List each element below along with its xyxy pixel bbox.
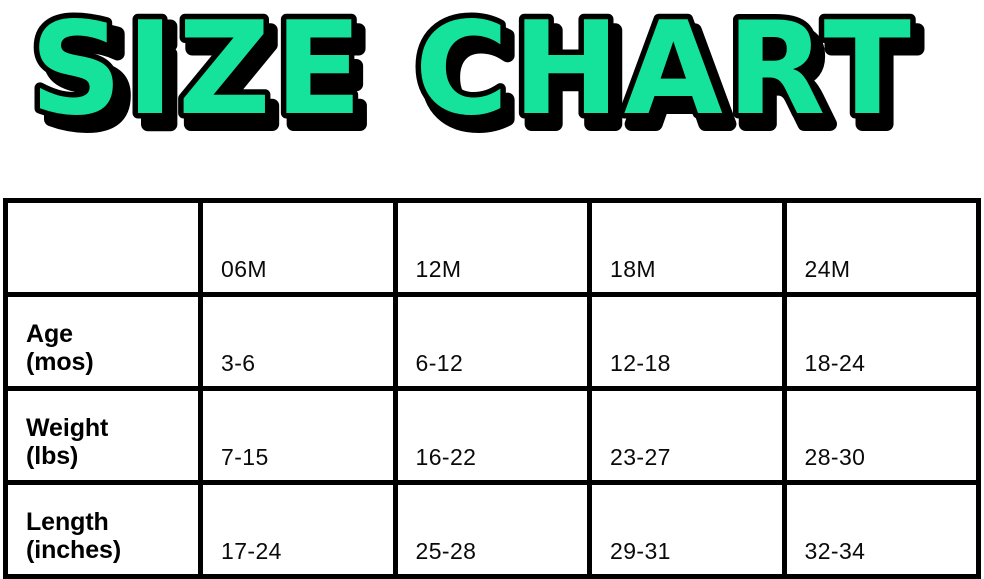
cell-age-24m: 18-24: [781, 292, 981, 391]
row-header-name: Age: [26, 320, 73, 348]
cell-value: 29-31: [610, 538, 671, 564]
column-header-24m: 24M: [781, 198, 981, 297]
page-title: SiZE CHART SIZE CHART: [0, 0, 984, 150]
cell-length-18m: 29-31: [587, 480, 787, 579]
column-header-label: 18M: [610, 256, 656, 282]
cell-value: 18-24: [804, 350, 866, 376]
row-header-name: Weight: [26, 414, 109, 442]
column-header-label: 24M: [804, 256, 851, 282]
corner-cell: [3, 198, 203, 297]
column-header-12m: 12M: [392, 198, 592, 297]
table-header-row: 06M 12M 18M 24M: [3, 198, 981, 297]
cell-value: 12-18: [610, 350, 671, 376]
row-header-label: Length (inches): [8, 508, 198, 574]
cell-value: 32-34: [804, 538, 866, 564]
cell-value: 23-27: [610, 444, 671, 470]
column-header-18m: 18M: [587, 198, 787, 297]
row-header-label: Weight (lbs): [8, 414, 198, 480]
cell-value: 3-6: [221, 350, 256, 376]
cell-weight-18m: 23-27: [587, 386, 787, 485]
row-header-unit: (inches): [26, 535, 122, 564]
cell-value: 28-30: [804, 444, 866, 470]
row-header-label: Age (mos): [8, 320, 198, 386]
column-header-label: 12M: [415, 256, 462, 282]
size-table: 06M 12M 18M 24M Age: [3, 198, 981, 579]
column-header-label: 06M: [221, 256, 267, 282]
cell-age-12m: 6-12: [392, 292, 592, 391]
cell-weight-06m: 7-15: [198, 386, 398, 485]
cell-value: 25-28: [415, 538, 477, 564]
title-shadow-text: SiZE CHART: [41, 6, 922, 145]
row-header-unit: (lbs): [26, 441, 79, 470]
cell-value: 7-15: [221, 444, 269, 470]
cell-value: 16-22: [415, 444, 477, 470]
table-row-age: Age (mos) 3-6 6-12 12-18 18-24: [3, 292, 981, 391]
size-table-container: 06M 12M 18M 24M Age: [3, 198, 981, 579]
row-header-name: Length: [26, 508, 109, 536]
cell-length-06m: 17-24: [198, 480, 398, 579]
title-graphic: SiZE CHART SIZE CHART: [25, 5, 926, 145]
cell-length-24m: 32-34: [781, 480, 981, 579]
corner-label: [8, 281, 198, 292]
row-header-length: Length (inches): [3, 480, 203, 579]
cell-age-18m: 12-18: [587, 292, 787, 391]
title-main: SIZE CHART: [25, 5, 917, 145]
cell-age-06m: 3-6: [198, 292, 398, 391]
column-header-06m: 06M: [198, 198, 398, 297]
row-header-weight: Weight (lbs): [3, 386, 203, 485]
row-header-age: Age (mos): [3, 292, 203, 391]
cell-weight-24m: 28-30: [781, 386, 981, 485]
cell-length-12m: 25-28: [392, 480, 592, 579]
cell-value: 17-24: [221, 538, 282, 564]
title-text: SIZE CHART: [30, 5, 915, 144]
title-shadow: SiZE CHART: [34, 5, 925, 145]
table-row-length: Length (inches) 17-24 25-28 29-31 32-: [3, 480, 981, 579]
table-row-weight: Weight (lbs) 7-15 16-22 23-27 28-30: [3, 386, 981, 485]
row-header-unit: (mos): [26, 347, 94, 376]
cell-value: 6-12: [415, 350, 464, 376]
cell-weight-12m: 16-22: [392, 386, 592, 485]
